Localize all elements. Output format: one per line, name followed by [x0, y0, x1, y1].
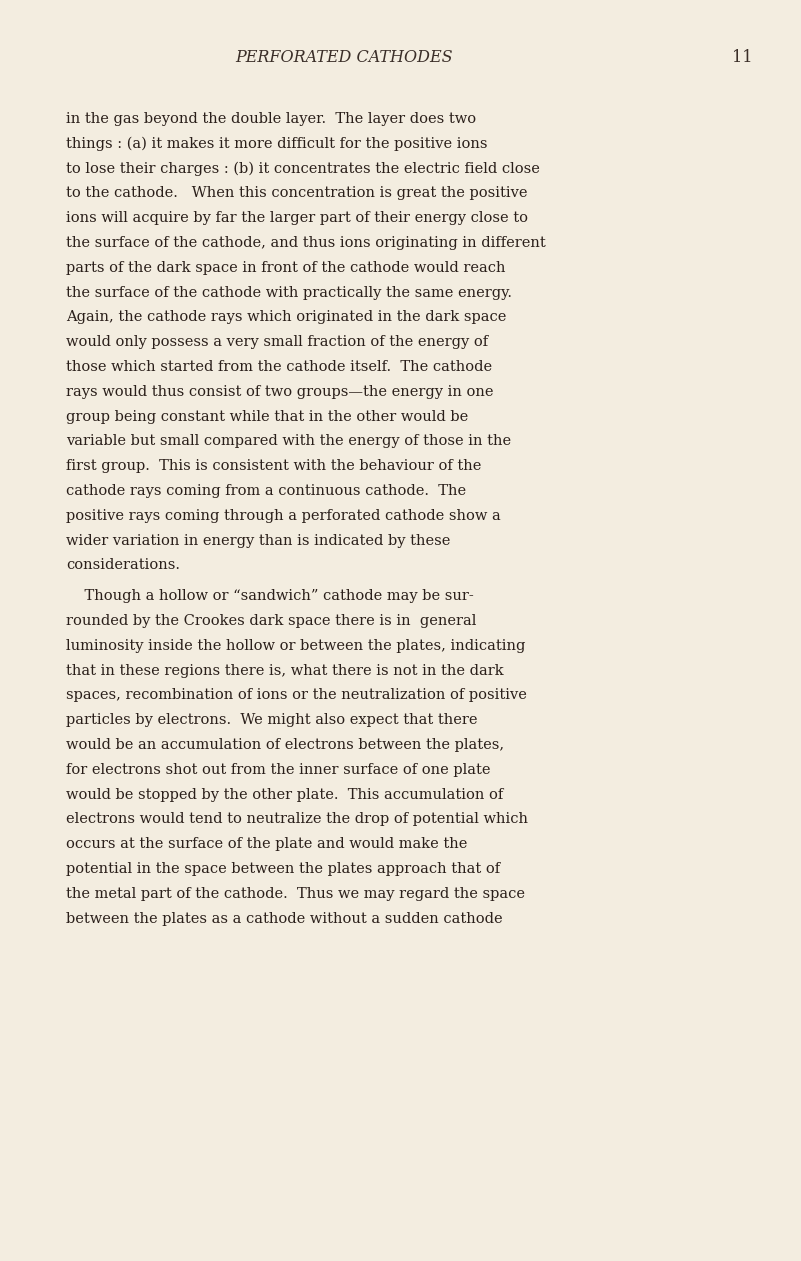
- Text: PERFORATED CATHODES: PERFORATED CATHODES: [235, 49, 453, 66]
- Text: rays would thus consist of two groups—the energy in one: rays would thus consist of two groups—th…: [66, 385, 493, 398]
- Text: first group.  This is consistent with the behaviour of the: first group. This is consistent with the…: [66, 459, 481, 473]
- Text: ions will acquire by far the larger part of their energy close to: ions will acquire by far the larger part…: [66, 211, 528, 226]
- Text: would be an accumulation of electrons between the plates,: would be an accumulation of electrons be…: [66, 738, 504, 752]
- Text: considerations.: considerations.: [66, 559, 180, 572]
- Text: the metal part of the cathode.  Thus we may regard the space: the metal part of the cathode. Thus we m…: [66, 886, 525, 900]
- Text: group being constant while that in the other would be: group being constant while that in the o…: [66, 410, 469, 424]
- Text: Again, the cathode rays which originated in the dark space: Again, the cathode rays which originated…: [66, 310, 506, 324]
- Text: wider variation in energy than is indicated by these: wider variation in energy than is indica…: [66, 533, 450, 547]
- Text: positive rays coming through a perforated cathode show a: positive rays coming through a perforate…: [66, 508, 501, 523]
- Text: the surface of the cathode with practically the same energy.: the surface of the cathode with practica…: [66, 285, 512, 300]
- Text: to lose their charges : (b) it concentrates the electric field close: to lose their charges : (b) it concentra…: [66, 161, 540, 177]
- Text: Though a hollow or “sandwich” cathode may be sur-: Though a hollow or “sandwich” cathode ma…: [66, 589, 473, 603]
- Text: rounded by the Crookes dark space there is in  general: rounded by the Crookes dark space there …: [66, 614, 477, 628]
- Text: spaces, recombination of ions or the neutralization of positive: spaces, recombination of ions or the neu…: [66, 689, 527, 702]
- Text: cathode rays coming from a continuous cathode.  The: cathode rays coming from a continuous ca…: [66, 484, 466, 498]
- Text: electrons would tend to neutralize the drop of potential which: electrons would tend to neutralize the d…: [66, 812, 528, 826]
- Text: variable but small compared with the energy of those in the: variable but small compared with the ene…: [66, 434, 511, 449]
- Text: between the plates as a cathode without a sudden cathode: between the plates as a cathode without …: [66, 912, 502, 926]
- Text: that in these regions there is, what there is not in the dark: that in these regions there is, what the…: [66, 663, 504, 677]
- Text: those which started from the cathode itself.  The cathode: those which started from the cathode its…: [66, 359, 492, 375]
- Text: occurs at the surface of the plate and would make the: occurs at the surface of the plate and w…: [66, 837, 467, 851]
- Text: 11: 11: [732, 49, 753, 66]
- Text: luminosity inside the hollow or between the plates, indicating: luminosity inside the hollow or between …: [66, 639, 525, 653]
- Text: in the gas beyond the double layer.  The layer does two: in the gas beyond the double layer. The …: [66, 112, 476, 126]
- Text: would only possess a very small fraction of the energy of: would only possess a very small fraction…: [66, 335, 488, 349]
- Text: to the cathode.   When this concentration is great the positive: to the cathode. When this concentration …: [66, 187, 528, 200]
- Text: parts of the dark space in front of the cathode would reach: parts of the dark space in front of the …: [66, 261, 505, 275]
- Text: things : (a) it makes it more difficult for the positive ions: things : (a) it makes it more difficult …: [66, 136, 488, 151]
- Text: the surface of the cathode, and thus ions originating in different: the surface of the cathode, and thus ion…: [66, 236, 545, 250]
- Text: would be stopped by the other plate.  This accumulation of: would be stopped by the other plate. Thi…: [66, 788, 503, 802]
- Text: potential in the space between the plates approach that of: potential in the space between the plate…: [66, 863, 500, 876]
- Text: for electrons shot out from the inner surface of one plate: for electrons shot out from the inner su…: [66, 763, 490, 777]
- Text: particles by electrons.  We might also expect that there: particles by electrons. We might also ex…: [66, 714, 477, 728]
